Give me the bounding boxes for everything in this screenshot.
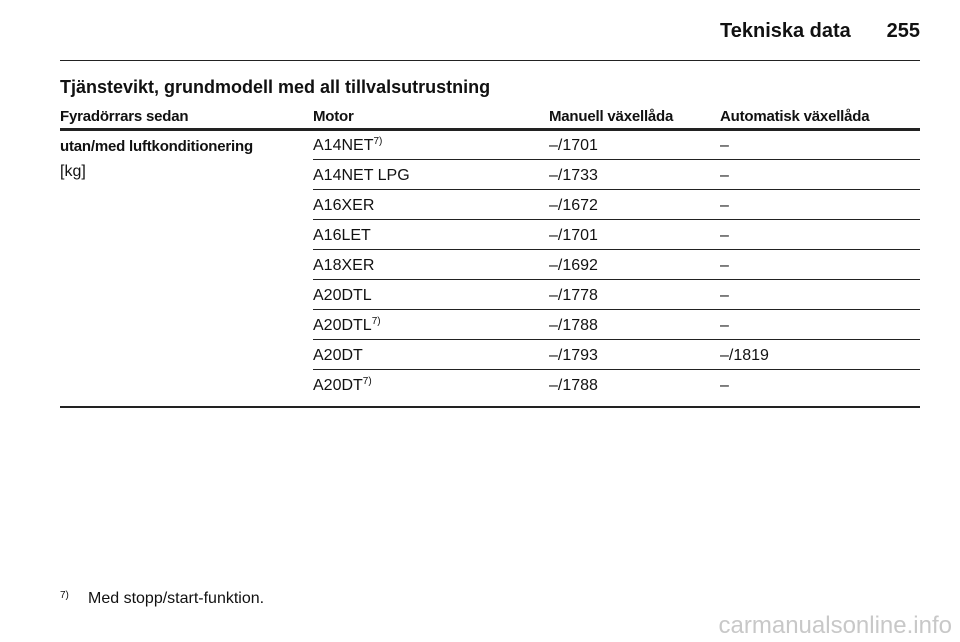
row-rule bbox=[60, 406, 920, 408]
motor: A20DTL bbox=[313, 287, 372, 304]
motor: A16XER bbox=[313, 197, 375, 214]
motor-cell: A14NET LPG bbox=[313, 167, 410, 185]
row-rule bbox=[313, 339, 920, 340]
manual-cell: –/1701 bbox=[549, 137, 598, 154]
row-rule bbox=[313, 369, 920, 370]
row-rule bbox=[313, 279, 920, 280]
header-rule bbox=[60, 128, 920, 131]
page-number: 255 bbox=[886, 20, 920, 42]
manual-cell: –/1701 bbox=[549, 227, 598, 244]
motor-cell: A16LET bbox=[313, 227, 371, 245]
row-group-label: utan/med luftkonditionering bbox=[60, 138, 253, 155]
manual-cell: –/1672 bbox=[549, 197, 598, 214]
auto-cell: – bbox=[720, 287, 729, 304]
row-rule bbox=[313, 159, 920, 160]
column-header: Automatisk växellåda bbox=[720, 108, 870, 125]
auto-cell: – bbox=[720, 167, 729, 184]
manual-cell: –/1788 bbox=[549, 377, 598, 394]
row-rule bbox=[313, 189, 920, 190]
section-name: Tekniska data bbox=[720, 20, 851, 42]
motor-cell: A16XER bbox=[313, 197, 374, 215]
header-rule bbox=[60, 60, 920, 61]
motor-cell: A20DT bbox=[313, 347, 363, 365]
auto-cell: –/1819 bbox=[720, 347, 769, 364]
unit: [kg] bbox=[60, 163, 86, 180]
watermark: carmanualsonline.info bbox=[718, 612, 952, 639]
auto-cell: – bbox=[720, 377, 729, 394]
motor: A16LET bbox=[313, 227, 371, 244]
column-header: Manuell växellåda bbox=[549, 108, 674, 125]
motor: A14NET bbox=[313, 137, 374, 154]
row-rule bbox=[313, 309, 920, 310]
auto-cell: – bbox=[720, 137, 729, 154]
auto-cell: – bbox=[720, 197, 729, 214]
motor: A20DTL bbox=[313, 317, 372, 334]
manual-cell: –/1733 bbox=[549, 167, 598, 184]
motor: A18XER bbox=[313, 257, 375, 274]
motor-cell: A14NET7) bbox=[313, 137, 382, 155]
table-title: Tjänstevikt, grundmodell med all tillval… bbox=[60, 77, 491, 97]
auto-cell: – bbox=[720, 227, 729, 244]
row-rule bbox=[313, 219, 920, 220]
footnote-mark: 7) bbox=[60, 590, 69, 601]
column-header: Motor bbox=[313, 108, 354, 125]
manual-cell: –/1788 bbox=[549, 317, 598, 334]
motor-cell: A18XER bbox=[313, 257, 374, 275]
auto-cell: – bbox=[720, 257, 729, 274]
manual-cell: –/1692 bbox=[549, 257, 598, 274]
footnote-text: Med stopp/start-funktion. bbox=[88, 590, 265, 607]
motor-cell: A20DTL7) bbox=[313, 317, 381, 335]
footnote-ref: 7) bbox=[371, 316, 381, 327]
manual-cell: –/1793 bbox=[549, 347, 598, 364]
motor-cell: A20DTL bbox=[313, 287, 372, 305]
row-rule bbox=[313, 249, 920, 250]
motor: A20DT bbox=[313, 377, 363, 394]
footnote-ref: 7) bbox=[362, 376, 372, 387]
auto-cell: – bbox=[720, 317, 729, 334]
footnote-ref: 7) bbox=[373, 136, 383, 147]
column-header: Fyradörrars sedan bbox=[60, 108, 189, 125]
motor: A20DT bbox=[313, 347, 363, 364]
motor-cell: A20DT7) bbox=[313, 377, 372, 395]
manual-cell: –/1778 bbox=[549, 287, 598, 304]
motor: A14NET LPG bbox=[313, 167, 410, 184]
